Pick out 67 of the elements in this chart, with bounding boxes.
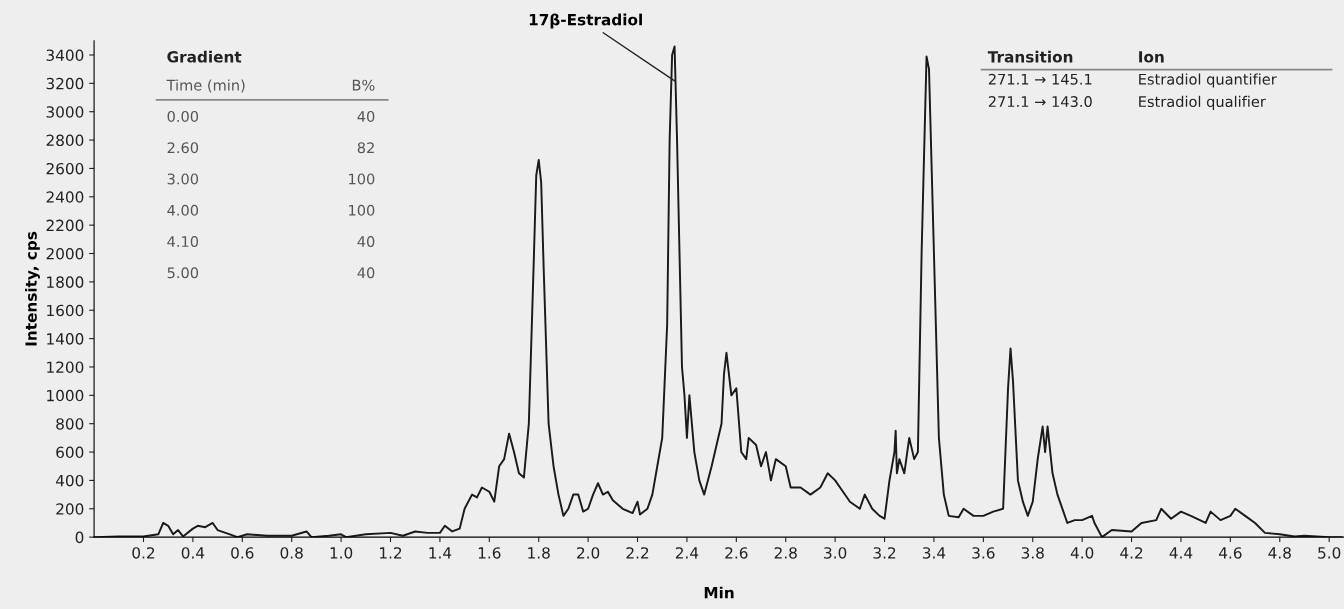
annotation: 4.00: [167, 204, 199, 216]
x-tick-label: 4.4: [1169, 547, 1193, 559]
y-tick-label: 1800: [47, 276, 84, 288]
x-tick-label: 0.4: [181, 547, 205, 559]
y-tick-label: 2600: [46, 162, 84, 175]
annotation: B%: [352, 79, 375, 91]
y-tick-label: 3200: [46, 77, 84, 90]
x-tick-label: 3.8: [1021, 547, 1044, 559]
annotation: 271.1 → 145.1: [988, 73, 1092, 85]
y-tick-label: 0: [75, 531, 84, 544]
annotation: Estradiol quantifier: [1139, 73, 1277, 88]
annotation: Estradiol qualifier: [1139, 95, 1266, 110]
y-tick-label: 200: [56, 503, 84, 515]
x-tick-label: 1.0: [330, 547, 353, 559]
x-tick-label: 0.2: [132, 547, 155, 559]
annotation: 82: [357, 142, 374, 154]
y-tick-label: 2800: [46, 134, 84, 147]
x-tick-label: 2.0: [577, 547, 600, 559]
y-tick-label: 1000: [47, 389, 84, 402]
y-tick-label: 3400: [46, 49, 84, 62]
x-tick-label: 5.0: [1318, 547, 1341, 559]
annotation: 40: [357, 267, 375, 279]
x-tick-label: 4.0: [1070, 547, 1094, 559]
x-tick-label: 1.4: [429, 547, 452, 559]
x-tick-label: 4.2: [1120, 547, 1143, 559]
x-tick-label: 2.2: [626, 547, 649, 559]
annotation: 17β-Estradiol: [529, 13, 642, 29]
x-tick-label: 3.2: [873, 547, 896, 559]
annotation: Gradient: [167, 50, 242, 63]
annotation: Time (min): [166, 79, 245, 93]
annotation: Ion: [1139, 51, 1164, 63]
x-tick-label: 4.8: [1268, 547, 1291, 559]
y-tick-label: 800: [56, 418, 84, 430]
y-tick-label: 1200: [47, 361, 84, 373]
y-tick-label: 2200: [46, 219, 84, 232]
x-tick-label: 3.4: [922, 547, 946, 559]
annotation: 2.60: [167, 142, 199, 154]
x-tick-label: 0.6: [231, 547, 254, 559]
annotation: 271.1 → 143.0: [988, 96, 1092, 108]
annotation: 0.00: [167, 110, 199, 122]
x-tick-label: 3.6: [972, 547, 995, 559]
y-tick-label: 1600: [47, 304, 84, 317]
x-tick-label: 1.8: [528, 547, 550, 559]
annotation: 40: [357, 110, 375, 122]
x-axis-title: Min: [704, 586, 734, 599]
y-axis-title: Intensity, cps: [25, 231, 40, 346]
x-tick-label: 3.0: [824, 547, 847, 559]
x-tick-label: 0.8: [280, 547, 303, 559]
x-tick-label: 1.2: [380, 547, 402, 559]
y-tick-label: 600: [56, 446, 84, 459]
annotation: 40: [357, 236, 375, 248]
x-tick-label: 4.6: [1218, 547, 1242, 559]
annotation: 100: [349, 173, 375, 185]
x-tick-label: 2.6: [725, 547, 748, 559]
annotation: 3.00: [167, 173, 199, 185]
y-tick-label: 2400: [46, 191, 84, 203]
x-tick-label: 2.4: [675, 547, 699, 559]
y-tick-label: 3000: [46, 106, 84, 118]
annotation: Transition: [987, 50, 1073, 63]
x-tick-label: 2.8: [774, 547, 797, 559]
annotation: 100: [349, 204, 375, 216]
y-tick-label: 400: [55, 474, 84, 487]
annotation: 5.00: [167, 267, 199, 279]
y-tick-label: 1400: [47, 333, 84, 345]
annotation: 4.10: [167, 236, 199, 248]
x-tick-label: 1.6: [478, 547, 501, 559]
y-tick-label: 2000: [46, 247, 84, 260]
